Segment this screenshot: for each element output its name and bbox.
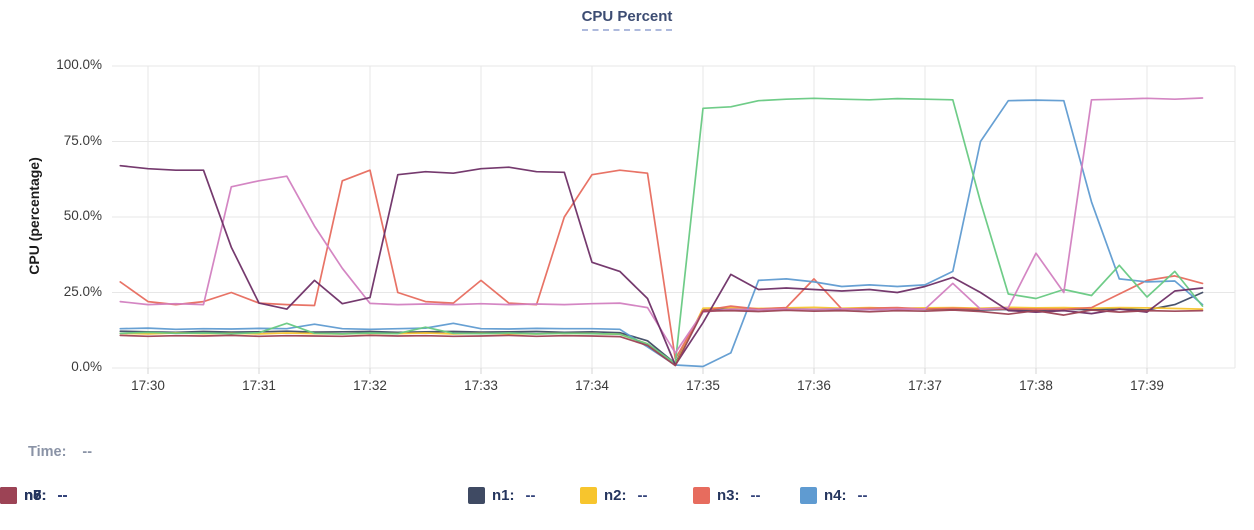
legend-label-n7: n7:: [24, 487, 47, 504]
legend-swatch-n1: [468, 487, 485, 504]
y-tick-label: 100.0%: [56, 57, 102, 72]
plot-area[interactable]: 17:30 17:31 17:32 17:33 17:34 17:35 17:36 17:37…: [0, 0, 1254, 430]
chart-title[interactable]: CPU Percent: [581, 8, 673, 31]
chart-header: CPU Percent: [0, 8, 1254, 31]
y-tick-label: 0.0%: [71, 359, 102, 374]
x-tick-label: 17:31: [242, 378, 276, 393]
y-tick-label: 25.0%: [63, 283, 102, 299]
legend-label-n6: n6:: [24, 487, 47, 504]
legend-swatch-n3: [693, 487, 710, 504]
y-tick-label: 75.0%: [63, 132, 102, 148]
legend-value-n3: --: [750, 487, 761, 504]
legend-value-n1: --: [525, 487, 536, 504]
legend-value-n2: --: [637, 487, 648, 504]
x-tick-label: 17:38: [1019, 378, 1053, 393]
legend-item-n4[interactable]: n4: --: [800, 487, 868, 504]
series-line-n7[interactable]: [119, 164, 1204, 366]
x-tick-label: 17:34: [575, 378, 609, 393]
legend-value-n7: --: [57, 487, 68, 504]
legend-item-n3[interactable]: n3: --: [693, 487, 761, 504]
x-tick-label: 17:37: [908, 378, 942, 393]
legend-label-n2: n2:: [604, 487, 627, 504]
x-tick-label: 17:32: [353, 378, 387, 393]
x-tick-label: 17:30: [131, 378, 165, 393]
series-line-n8[interactable]: [119, 309, 1204, 367]
legend-swatch-n8: [0, 487, 17, 504]
series-line-n3[interactable]: [119, 169, 1204, 360]
legend-label-n3: n3:: [717, 487, 740, 504]
x-tick-label: 17:39: [1130, 378, 1164, 393]
time-row: Time: --: [28, 444, 92, 460]
legend-swatch-n2: [580, 487, 597, 504]
x-tick-label: 17:36: [797, 378, 831, 393]
x-tick-label: 17:33: [464, 378, 498, 393]
legend-item-n1[interactable]: n1: --: [468, 487, 536, 504]
legend-item-n8[interactable]: n8: --: [0, 487, 68, 504]
legend-value-n5: --: [57, 487, 68, 504]
legend-label-n8: n8:: [24, 487, 47, 504]
legend-label-n4: n4:: [824, 487, 847, 504]
legend-label-n5: n5:: [24, 487, 47, 504]
series-line-n4[interactable]: [119, 99, 1204, 368]
time-value: --: [82, 444, 93, 460]
legend-label-n1: n1:: [492, 487, 515, 504]
series-line-n5[interactable]: [119, 97, 1204, 365]
legend-value-n8: --: [57, 487, 68, 504]
legend-swatch-n4: [800, 487, 817, 504]
series-line-n6[interactable]: [119, 97, 1204, 354]
time-label: Time:: [28, 444, 67, 460]
y-tick-label: 50.0%: [63, 208, 102, 223]
series-line-n1[interactable]: [119, 291, 1204, 365]
legend-value-n6: --: [57, 487, 68, 504]
legend-item-n2[interactable]: n2: --: [580, 487, 648, 504]
chart-canvas: [112, 65, 1236, 374]
legend-value-n4: --: [857, 487, 868, 504]
x-tick-label: 17:35: [686, 378, 720, 393]
